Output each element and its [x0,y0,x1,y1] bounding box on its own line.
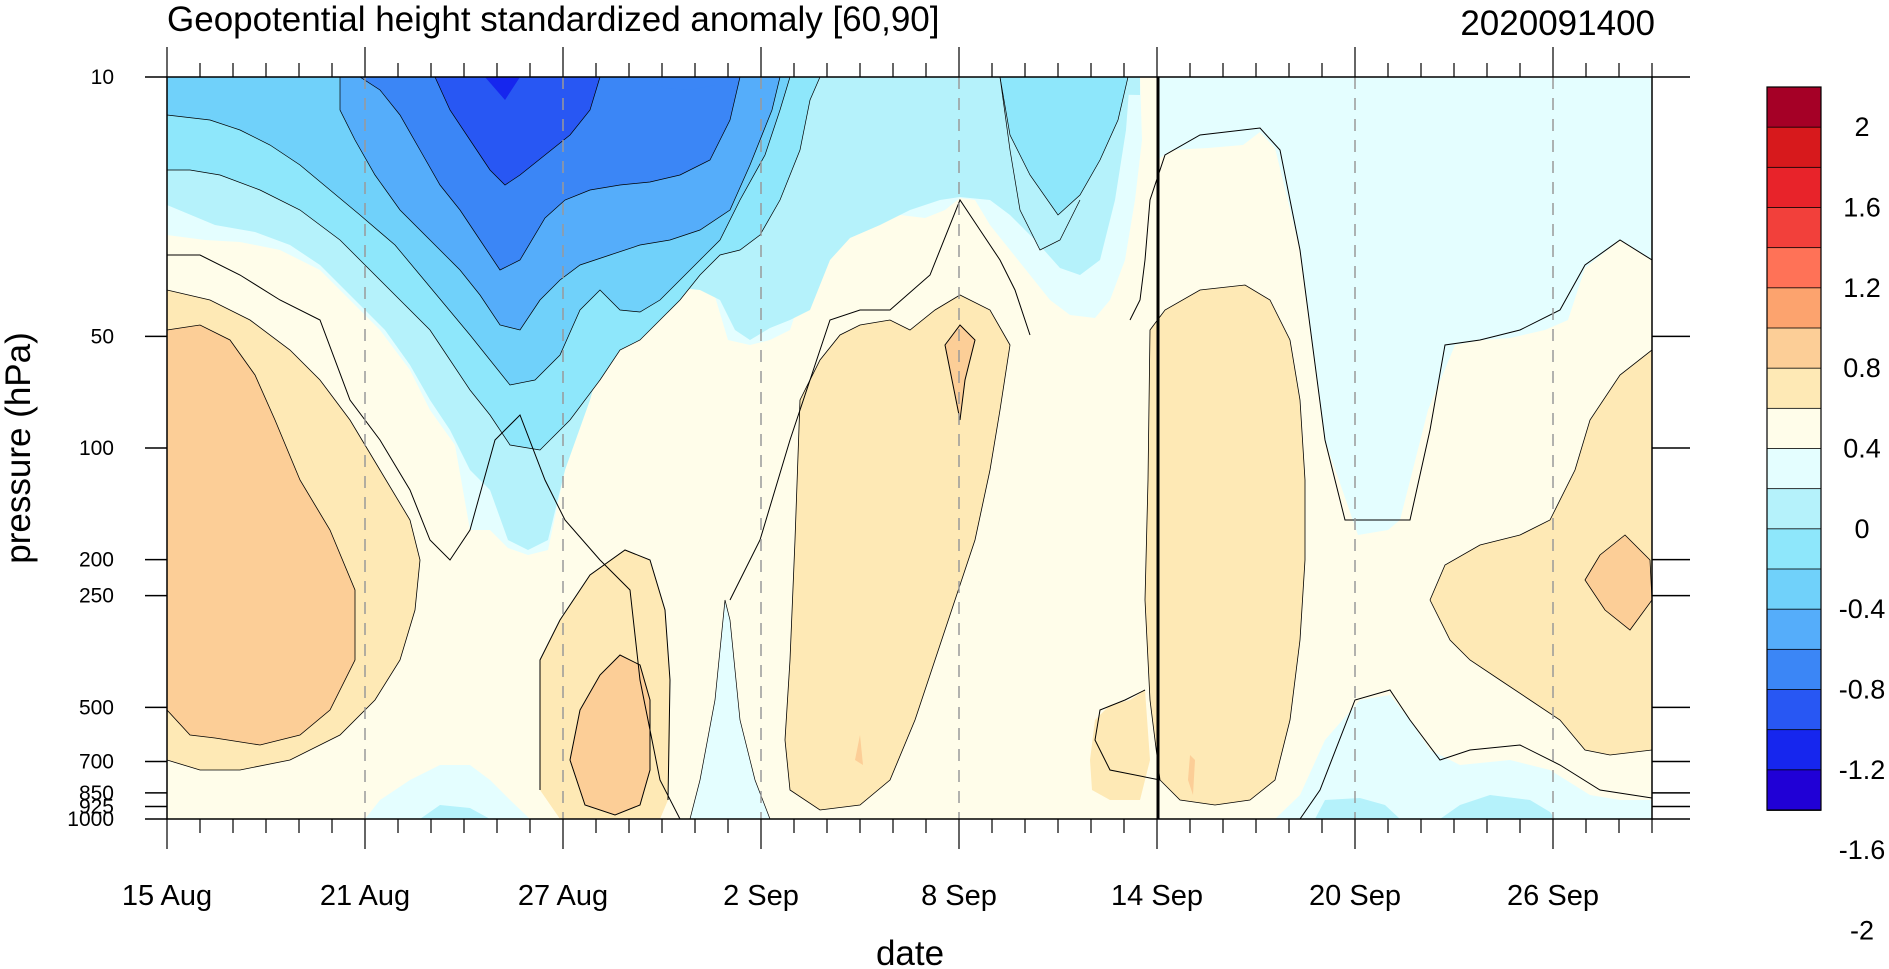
colorbar-swatch [1766,608,1822,651]
contour-level-neg-1.2-b [640,77,720,90]
colorbar-label: 2 [1854,112,1869,142]
y-tick-label: 50 [91,325,114,348]
contour-level-neg-0.2-bottom-a [365,765,530,819]
y-tick-label: 700 [79,751,114,774]
colorbar-label: 0.4 [1843,434,1881,464]
colorbar-swatch [1766,729,1822,771]
contour-level-neg-0.2-bottom-c [1275,695,1652,819]
y-axis-title: pressure (hPa) [0,332,38,563]
colorbar-swatch [1766,166,1822,209]
colorbar-swatch [1766,448,1822,490]
contour-level-neg-0.2 [1157,77,1652,535]
contour-level-neg-1.6 [485,77,520,100]
contour-level-pos-0.2-sep13 [1090,690,1150,800]
y-tick-label: 200 [79,549,114,572]
contour-level-neg-1.4 [435,77,600,185]
x-tick-label: 27 Aug [518,880,608,912]
contour-level-pos-0.4-aug27 [570,655,650,815]
contour-level-pos-0.2-sep14 [1145,285,1305,805]
colorbar-swatch [1766,287,1822,329]
colorbar-swatch [1766,689,1822,731]
contour-lines [167,77,1652,819]
colorbar-label: 1.6 [1843,193,1881,223]
colorbar-swatch [1766,488,1822,530]
x-tick-label: 15 Aug [122,880,212,912]
colorbar-label: 1.2 [1843,273,1881,303]
colorbar-swatch [1766,367,1822,410]
colorbar-label: -1.2 [1839,755,1886,785]
contour-level-pos-0.2-right [1430,350,1652,755]
x-tick-label: 8 Sep [921,880,997,912]
colorbar-label: -2 [1850,916,1874,946]
colorbar-label: -0.8 [1839,675,1886,705]
colorbar-swatch [1766,327,1822,370]
date-gridlines [364,77,1554,819]
colorbar-swatch [1766,407,1822,450]
colorbar-swatch [1766,528,1822,570]
chart-date-stamp: 2020091400 [1460,4,1655,43]
colorbar-label: -0.4 [1839,594,1886,624]
colorbar-label: -1.6 [1839,835,1886,865]
contour-fill [167,77,1652,819]
contour-level-pos-0.4-sep5 [855,735,863,765]
y-tick-label: 925 [79,795,114,818]
contour-level-pos-0.2-sep [785,295,1010,810]
x-tick-label: 20 Sep [1309,880,1401,912]
contour-level-neg-0.4-bottom-d [1440,795,1555,819]
x-tick-label: 14 Sep [1111,880,1203,912]
x-tick-label: 21 Aug [320,880,410,912]
contour-level-neg-0.4-bottom-a [420,805,490,819]
contour-level-neg-1.2 [360,77,740,270]
contour-level-pos-0.4-right [1585,535,1652,630]
contour-level-neg-0.4-bottom-c [1315,798,1400,819]
x-tick-label: 2 Sep [723,880,799,912]
colorbar-swatch [1766,769,1822,811]
contour-level-neg-0.2-bottom-b [690,600,770,819]
chart-title: Geopotential height standardized anomaly… [167,0,940,39]
colorbar-swatch [1766,568,1822,611]
y-tick-label: 850 [79,782,114,805]
colorbar-frame [1766,86,1822,811]
colorbar-swatch [1766,86,1822,129]
x-axis-title: date [876,934,944,969]
y-tick-label: 1000 [67,808,114,831]
y-tick-label: 100 [79,437,114,460]
colorbar-swatch [1766,126,1822,169]
colorbar: 2 1.6 1.2 0.8 0.4 0 -0.4 -0.8 -1.2 -1.6 -2 [1766,86,1886,946]
colorbar-label: 0 [1854,514,1869,544]
y-tick-label: 10 [91,66,114,89]
colorbar-swatch [1766,247,1822,289]
contour-level-pos-0.4-sep15 [1188,755,1195,795]
y-tick-label: 500 [79,696,114,719]
colorbar-label: 0.8 [1843,353,1881,383]
contour-level-pos-0.4-left [167,325,355,745]
colorbar-swatch [1766,648,1822,691]
colorbar-swatch [1766,207,1822,249]
contour-level-pos-0.4-sep8 [945,325,975,420]
y-tick-label: 250 [79,585,114,608]
x-tick-label: 26 Sep [1507,880,1599,912]
